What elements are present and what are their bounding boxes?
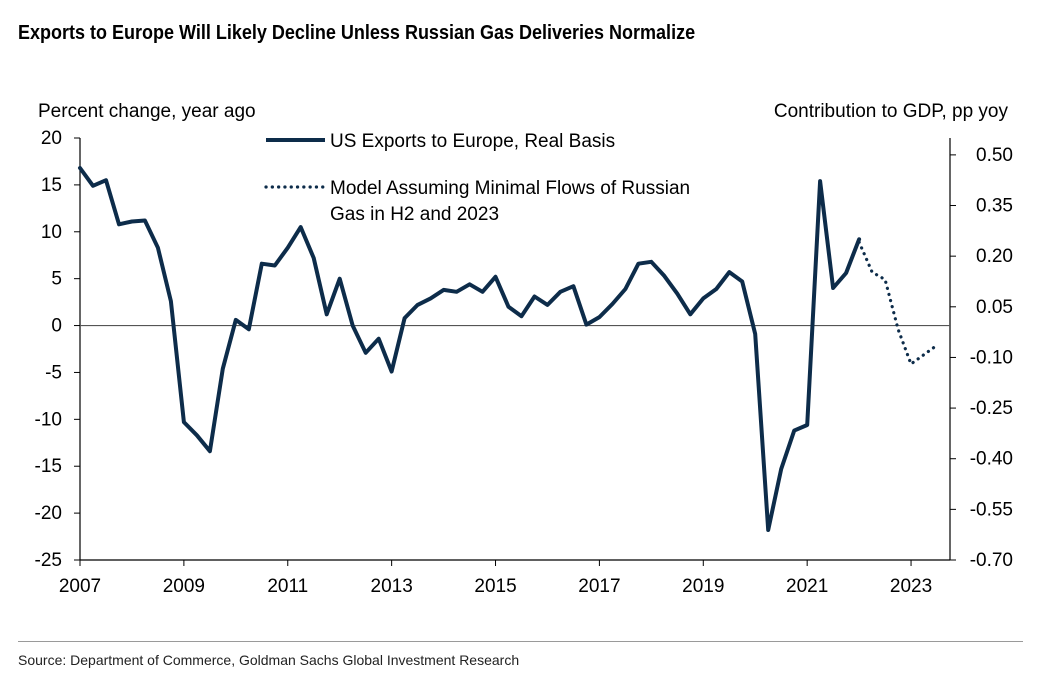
left-tick-label: -10 [35, 409, 62, 430]
legend-label-model: Model Assuming Minimal Flows of Russian G… [330, 178, 690, 225]
left-tick-label: 20 [41, 128, 62, 149]
legend-label-model-line2: Gas in H2 and 2023 [330, 204, 499, 225]
left-axis-label: Percent change, year ago [38, 101, 256, 122]
right-tick-label: 0.35 [976, 196, 1013, 217]
left-tick-label: 10 [41, 222, 62, 243]
series-line-exports [78, 166, 862, 532]
left-tick-label: 0 [51, 316, 62, 337]
right-tick-label: 0.20 [976, 246, 1013, 267]
x-tick-label: 2009 [163, 576, 205, 597]
left-tick-label: 5 [51, 269, 62, 290]
right-tick-label: 0.50 [976, 145, 1013, 166]
x-tick-label: 2013 [371, 576, 413, 597]
source-note: Source: Department of Commerce, Goldman … [18, 652, 520, 668]
x-tick-label: 2007 [59, 576, 101, 597]
x-tick-label: 2017 [578, 576, 620, 597]
x-tick-label: 2019 [682, 576, 724, 597]
x-tick-label: 2021 [786, 576, 828, 597]
x-tick-label: 2015 [474, 576, 516, 597]
right-tick-label: -0.25 [970, 398, 1013, 419]
left-tick-label: -25 [35, 550, 62, 571]
legend-label-model-line1: Model Assuming Minimal Flows of Russian [330, 178, 690, 199]
right-tick-label: 0.05 [976, 297, 1013, 318]
left-tick-label: -5 [45, 362, 62, 383]
x-tick-label: 2023 [890, 576, 932, 597]
left-tick-label: -20 [35, 503, 62, 524]
right-tick-label: -0.40 [970, 449, 1013, 470]
left-tick-label: 15 [41, 175, 62, 196]
chart-title: Exports to Europe Will Likely Decline Un… [18, 22, 696, 44]
left-tick-label: -15 [35, 456, 62, 477]
x-tick-label: 2011 [267, 576, 308, 597]
axes: 20151050-5-10-15-20-250.500.350.200.05-0… [35, 128, 1013, 597]
legend-label-exports: US Exports to Europe, Real Basis [330, 131, 615, 152]
series-line-model [857, 240, 939, 366]
chart: Percent change, year ago Contribution to… [35, 101, 1013, 597]
series-layer [78, 166, 939, 532]
footer-rule [18, 641, 1023, 642]
right-axis-label: Contribution to GDP, pp yoy [774, 101, 1009, 122]
legend: US Exports to Europe, Real Basis Model As… [264, 131, 690, 225]
right-tick-label: -0.70 [970, 550, 1013, 571]
right-tick-label: -0.10 [970, 347, 1013, 368]
right-tick-label: -0.55 [970, 499, 1013, 520]
